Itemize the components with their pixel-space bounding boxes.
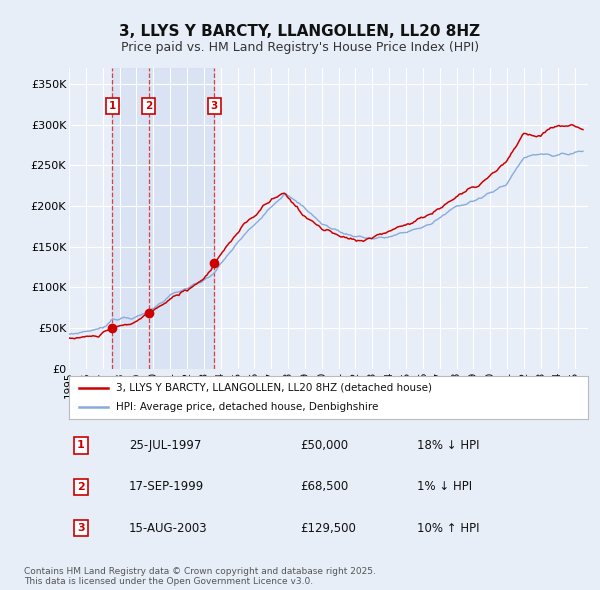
Text: 3, LLYS Y BARCTY, LLANGOLLEN, LL20 8HZ: 3, LLYS Y BARCTY, LLANGOLLEN, LL20 8HZ [119, 24, 481, 38]
Text: £129,500: £129,500 [300, 522, 356, 535]
Text: Price paid vs. HM Land Registry's House Price Index (HPI): Price paid vs. HM Land Registry's House … [121, 41, 479, 54]
Text: 3: 3 [211, 101, 218, 111]
Text: £50,000: £50,000 [300, 439, 348, 452]
Bar [112, 68, 214, 369]
Text: 10% ↑ HPI: 10% ↑ HPI [417, 522, 479, 535]
Text: 3, LLYS Y BARCTY, LLANGOLLEN, LL20 8HZ (detached house): 3, LLYS Y BARCTY, LLANGOLLEN, LL20 8HZ (… [116, 383, 432, 393]
Text: 18% ↓ HPI: 18% ↓ HPI [417, 439, 479, 452]
Text: 3: 3 [77, 523, 85, 533]
Text: 2: 2 [145, 101, 152, 111]
Text: 15-AUG-2003: 15-AUG-2003 [129, 522, 208, 535]
Text: 1% ↓ HPI: 1% ↓ HPI [417, 480, 472, 493]
Text: HPI: Average price, detached house, Denbighshire: HPI: Average price, detached house, Denb… [116, 402, 378, 412]
Text: Contains HM Land Registry data © Crown copyright and database right 2025.
This d: Contains HM Land Registry data © Crown c… [24, 567, 376, 586]
Text: 1: 1 [77, 441, 85, 450]
Text: 25-JUL-1997: 25-JUL-1997 [129, 439, 202, 452]
Text: 17-SEP-1999: 17-SEP-1999 [129, 480, 204, 493]
Text: £68,500: £68,500 [300, 480, 348, 493]
Text: 1: 1 [109, 101, 116, 111]
Text: 2: 2 [77, 482, 85, 491]
